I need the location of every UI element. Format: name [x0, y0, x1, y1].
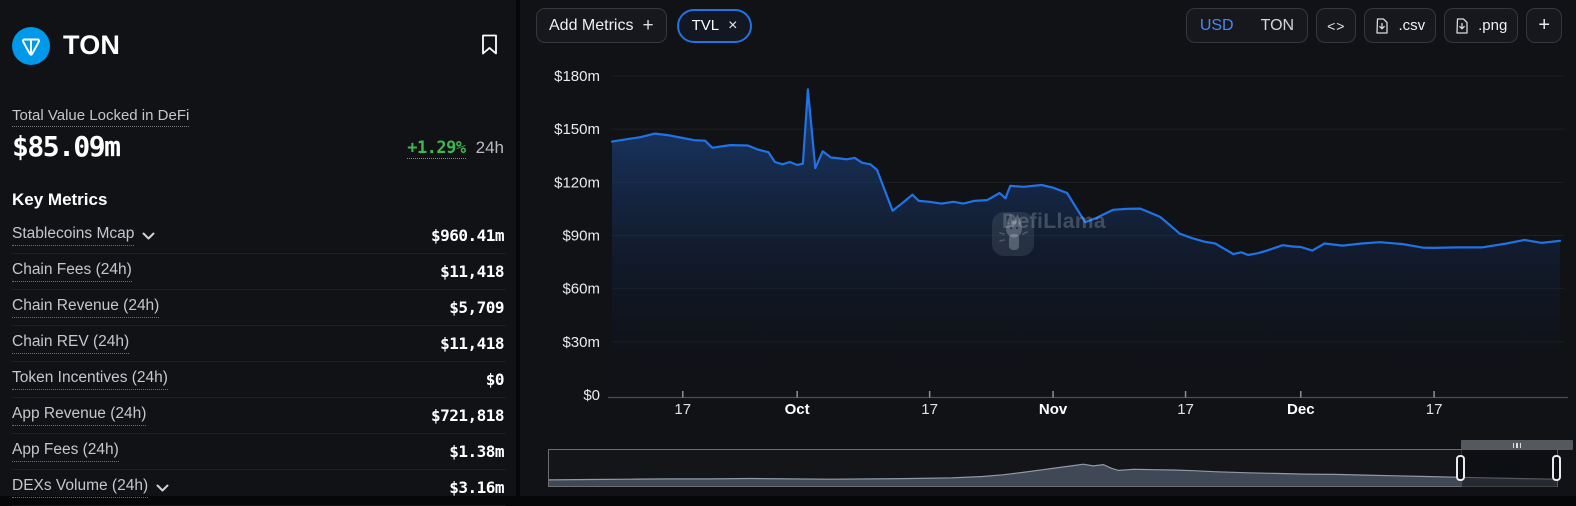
- download-png-button[interactable]: .png: [1444, 8, 1519, 43]
- svg-text:Oct: Oct: [785, 401, 810, 418]
- chart-toolbar: Add Metrics + TVL × USD TON <>: [520, 0, 1576, 50]
- toolbar-right-group: USD TON <> .csv: [1185, 8, 1562, 43]
- currency-toggle: USD TON: [1185, 8, 1309, 43]
- metric-label-group: App Fees (24h): [12, 441, 119, 462]
- chevron-down-icon[interactable]: [156, 484, 169, 492]
- metric-label[interactable]: Token Incentives (24h): [12, 369, 168, 390]
- brush-minimap[interactable]: [548, 449, 1558, 487]
- svg-text:17: 17: [1177, 401, 1194, 418]
- currency-option-usd[interactable]: USD: [1199, 16, 1234, 34]
- metric-row[interactable]: Token Incentives (24h) $0: [12, 362, 506, 399]
- svg-text:17: 17: [674, 401, 691, 418]
- key-metrics-list: Stablecoins Mcap $960.41m Chain Fees (24h)…: [12, 218, 506, 506]
- metric-label[interactable]: Chain Revenue (24h): [12, 297, 160, 318]
- svg-text:$90m: $90m: [562, 228, 600, 245]
- svg-text:Nov: Nov: [1039, 401, 1068, 418]
- metric-label-group: Stablecoins Mcap: [12, 225, 155, 246]
- svg-text:$30m: $30m: [562, 334, 600, 351]
- tvl-change-period: 24h: [475, 138, 504, 158]
- plus-icon: +: [642, 15, 654, 36]
- chart-panel: Add Metrics + TVL × USD TON <>: [520, 0, 1576, 496]
- metric-label[interactable]: App Fees (24h): [12, 441, 119, 462]
- ton-logo-icon: [12, 26, 50, 65]
- svg-text:17: 17: [1426, 401, 1443, 418]
- file-download-icon: [1455, 17, 1469, 34]
- chevron-down-icon[interactable]: [142, 232, 155, 240]
- svg-text:17: 17: [921, 401, 938, 418]
- tvl-line-chart[interactable]: $0 $30m $60m $90m $120m $150m $180m 17 Oct 17 Nov 1…: [520, 50, 1576, 418]
- tvl-metric-pill[interactable]: TVL ×: [676, 8, 753, 43]
- brush-handle-left[interactable]: [1456, 455, 1465, 481]
- svg-text:$150m: $150m: [554, 121, 600, 138]
- metric-row[interactable]: Chain Fees (24h) $11,418: [12, 254, 506, 291]
- tvl-value: $85.09m: [12, 130, 121, 164]
- metric-value: $721,818: [430, 406, 505, 426]
- metric-label[interactable]: Chain REV (24h): [12, 333, 130, 354]
- metric-label[interactable]: DEXs Volume (24h): [12, 477, 149, 498]
- embed-code-button[interactable]: <>: [1316, 8, 1357, 43]
- download-csv-button[interactable]: .csv: [1364, 8, 1437, 43]
- metric-value: $11,418: [440, 334, 504, 354]
- bookmark-button[interactable]: [475, 30, 504, 62]
- metric-label-group: Chain REV (24h): [12, 333, 130, 354]
- metric-row[interactable]: Chain REV (24h) $11,418: [12, 326, 506, 363]
- brush-drag-bar[interactable]: [1461, 440, 1573, 450]
- metric-row[interactable]: App Revenue (24h) $721,818: [12, 398, 506, 435]
- metric-value: $3.16m: [449, 478, 504, 498]
- page-title: TON: [63, 30, 121, 61]
- svg-text:Dec: Dec: [1287, 401, 1315, 418]
- metric-label-group: App Revenue (24h): [12, 405, 147, 426]
- brush-selection-window[interactable]: [1461, 449, 1558, 487]
- tvl-change-wrap: +1.29% 24h: [407, 138, 504, 163]
- metric-label[interactable]: Stablecoins Mcap: [12, 225, 135, 246]
- brush-handle-right[interactable]: [1552, 455, 1561, 481]
- bookmark-icon: [481, 34, 498, 58]
- metric-label-group: Chain Revenue (24h): [12, 297, 160, 318]
- svg-text:$120m: $120m: [554, 174, 600, 191]
- metric-label-group: Chain Fees (24h): [12, 261, 132, 282]
- metric-value: $1.38m: [449, 442, 504, 462]
- metric-value: $960.41m: [430, 226, 505, 246]
- metric-value: $0: [485, 370, 505, 390]
- png-label: .png: [1478, 17, 1508, 34]
- metric-label[interactable]: App Revenue (24h): [12, 405, 147, 426]
- tvl-chart-area[interactable]: $0 $30m $60m $90m $120m $150m $180m 17 Oct 17 Nov 1…: [520, 50, 1576, 418]
- add-chart-button[interactable]: +: [1526, 8, 1562, 43]
- code-icon: <>: [1327, 17, 1346, 34]
- tvl-change-percent[interactable]: +1.29%: [407, 138, 466, 160]
- metric-row[interactable]: Stablecoins Mcap $960.41m: [12, 218, 506, 255]
- file-download-icon: [1375, 17, 1389, 34]
- close-icon[interactable]: ×: [728, 16, 738, 34]
- metric-label-group: Token Incentives (24h): [12, 369, 168, 390]
- metric-label[interactable]: Chain Fees (24h): [12, 261, 132, 282]
- chain-sidebar: TON Total Value Locked in DeFi $85.09m +…: [0, 0, 516, 506]
- svg-text:$180m: $180m: [554, 68, 600, 85]
- tvl-label[interactable]: Total Value Locked in DeFi: [12, 107, 190, 128]
- key-metrics-title: Key Metrics: [12, 190, 108, 210]
- metric-row[interactable]: App Fees (24h) $1.38m: [12, 434, 506, 471]
- metric-value: $11,418: [440, 262, 504, 282]
- sidebar-header: TON: [12, 8, 506, 81]
- time-range-brush: [520, 418, 1576, 496]
- svg-text:$60m: $60m: [562, 281, 600, 298]
- tvl-pill-label: TVL: [691, 17, 720, 34]
- metric-row[interactable]: Chain Revenue (24h) $5,709: [12, 290, 506, 327]
- metric-row[interactable]: DEXs Volume (24h) $3.16m: [12, 470, 506, 506]
- tvl-row: $85.09m +1.29% 24h: [12, 130, 506, 163]
- add-metrics-button[interactable]: Add Metrics +: [536, 8, 667, 43]
- add-metrics-label: Add Metrics: [549, 16, 634, 34]
- metric-value: $5,709: [449, 298, 504, 318]
- svg-text:$0: $0: [583, 387, 600, 404]
- currency-option-ton[interactable]: TON: [1260, 16, 1295, 34]
- csv-label: .csv: [1398, 17, 1426, 34]
- metric-label-group: DEXs Volume (24h): [12, 477, 169, 498]
